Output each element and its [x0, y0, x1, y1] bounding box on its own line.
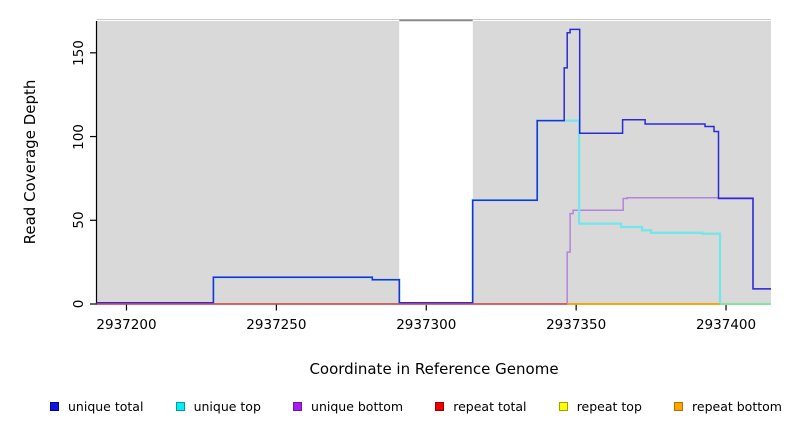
repeat-bottom-swatch-icon — [674, 401, 684, 411]
legend: unique total unique top unique bottom re… — [0, 396, 792, 416]
repeat-top-swatch-icon — [558, 401, 568, 411]
repeat-total-swatch-icon — [435, 401, 445, 411]
shaded-region — [96, 21, 400, 304]
legend-label: repeat bottom — [692, 398, 782, 414]
unique-total-swatch-icon — [50, 401, 59, 411]
y-tick-label: 50 — [71, 211, 87, 229]
legend-label: repeat total — [453, 398, 527, 414]
y-axis-title: Read Coverage Depth — [21, 79, 39, 245]
x-tick-label: 2937400 — [695, 317, 757, 333]
legend-label: unique bottom — [311, 398, 404, 414]
legend-label: repeat top — [576, 398, 642, 414]
shaded-region — [472, 21, 771, 304]
x-tick-label: 2937200 — [96, 317, 157, 333]
y-tick-label: 150 — [71, 39, 87, 66]
unique-bottom-swatch-icon — [293, 401, 303, 411]
series-line-unique-total — [96, 28, 771, 304]
series-line-unique-bottom — [566, 196, 771, 305]
x-axis-title: Coordinate in Reference Genome — [309, 360, 559, 378]
x-tick-label: 2937350 — [546, 317, 607, 333]
legend-item-unique-bottom: unique bottom — [293, 399, 403, 414]
unique-top-swatch-icon — [175, 401, 185, 411]
legend-item-repeat-bottom: repeat bottom — [674, 399, 782, 414]
legend-label: unique total — [68, 398, 144, 414]
legend-item-unique-top: unique top — [175, 398, 261, 414]
legend-label: unique top — [193, 398, 261, 414]
y-tick-label: 0 — [71, 299, 87, 309]
legend-item-repeat-total: repeat total — [435, 398, 527, 414]
y-tick-label: 100 — [71, 123, 87, 150]
gap-region — [399, 21, 473, 304]
legend-item-unique-total: unique total — [50, 399, 143, 414]
legend-item-repeat-top: repeat top — [558, 398, 642, 414]
x-tick-label: 2937250 — [246, 317, 307, 333]
x-tick-label: 2937300 — [396, 317, 457, 333]
